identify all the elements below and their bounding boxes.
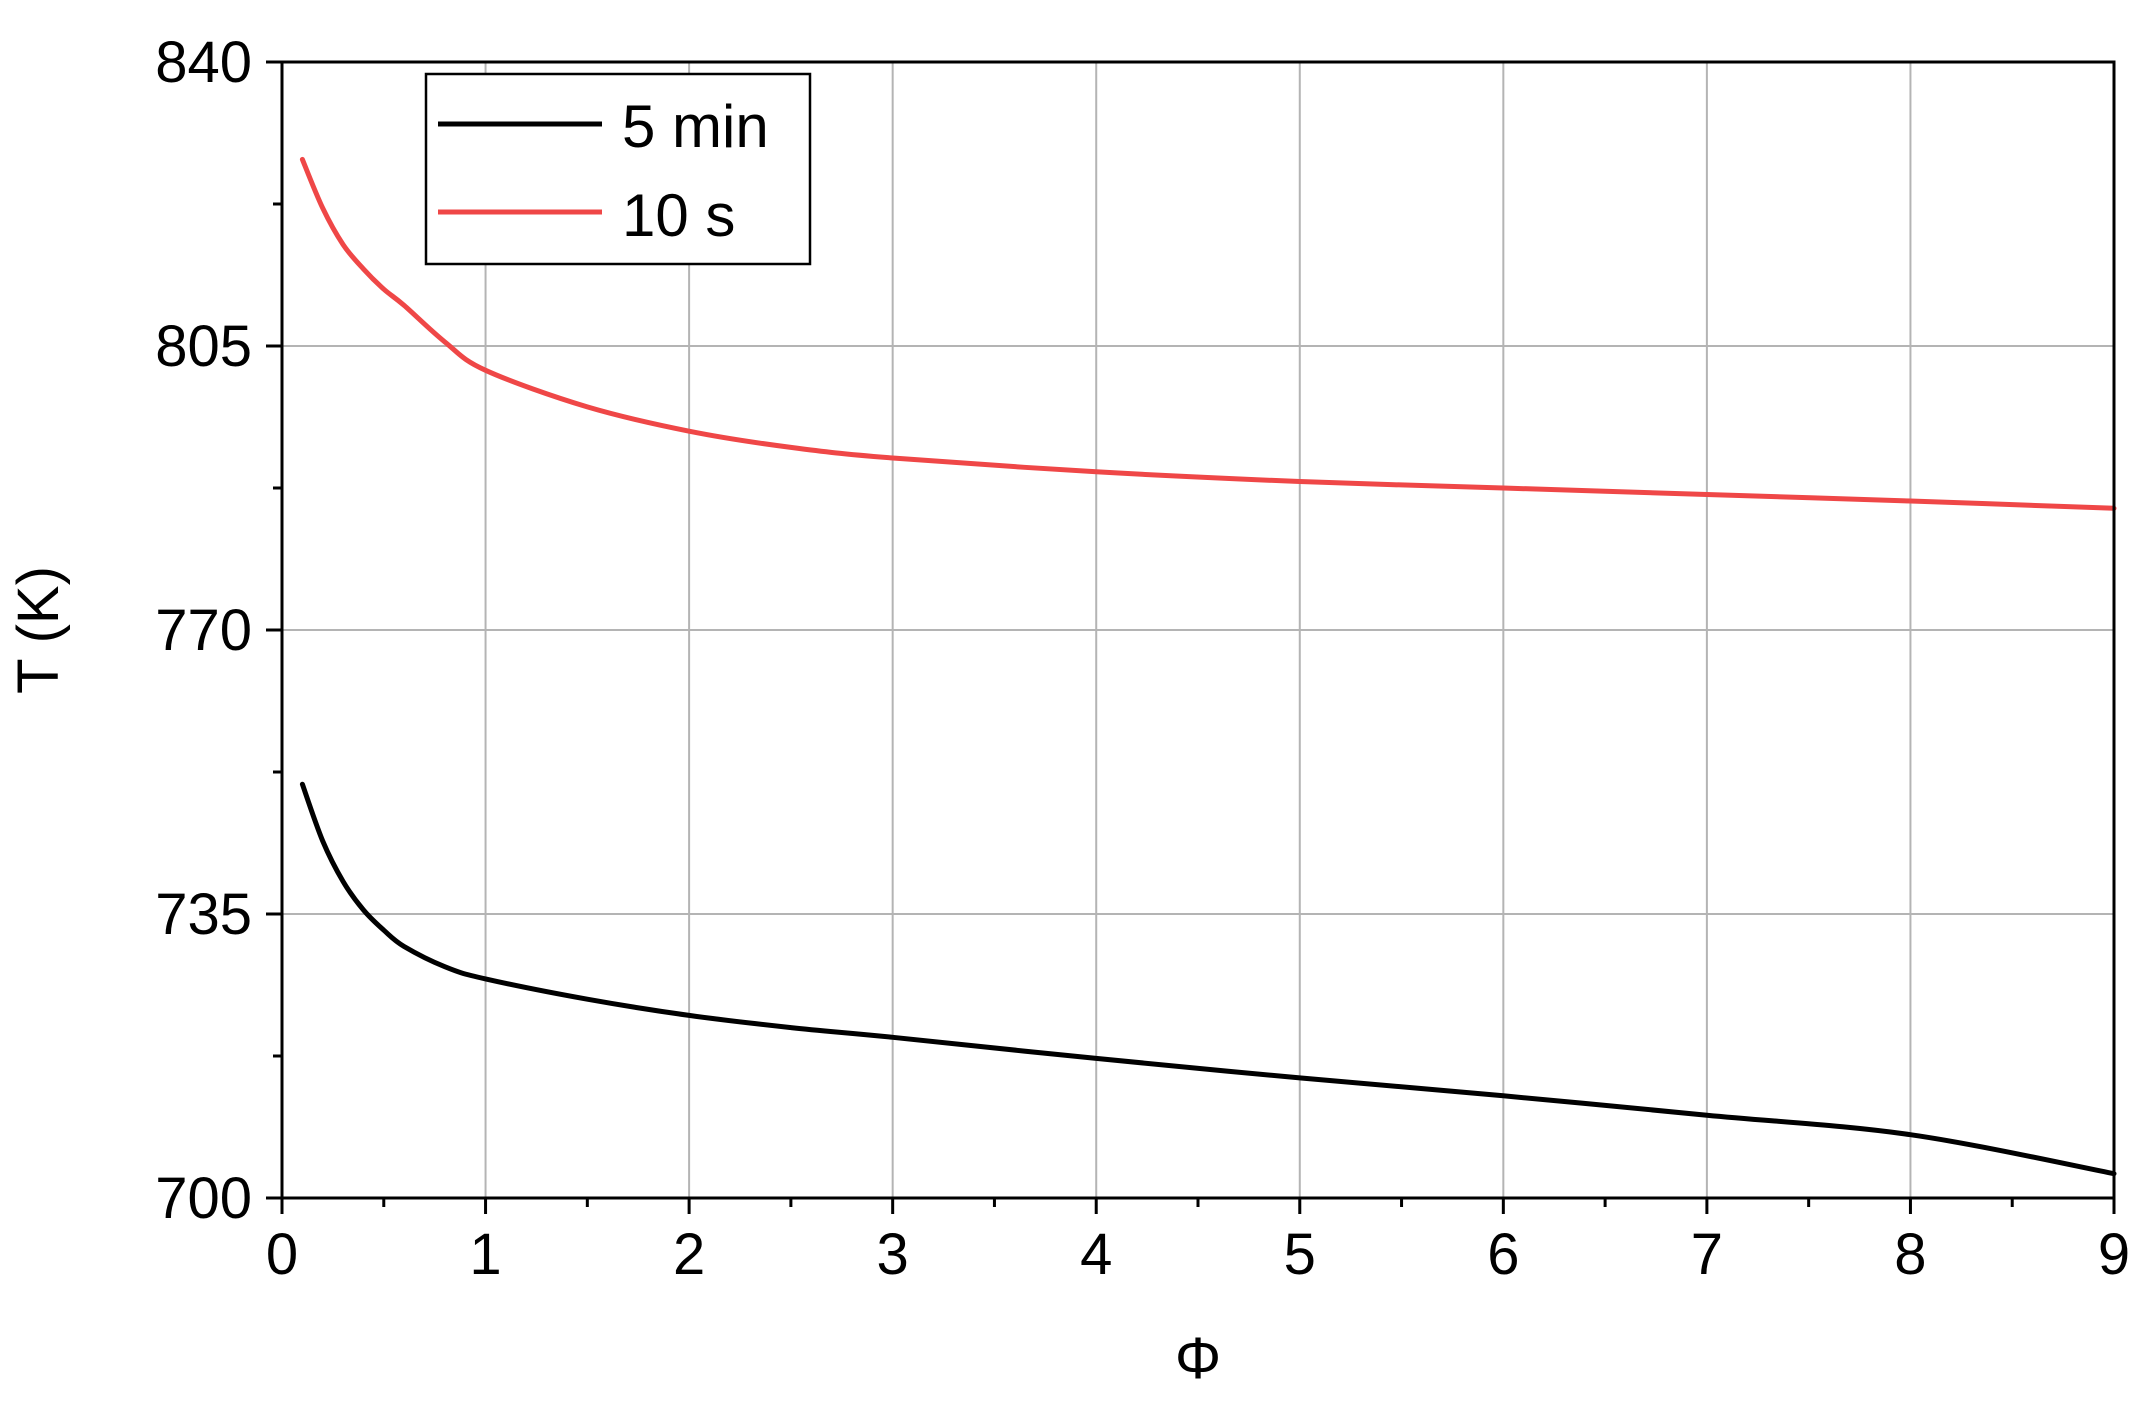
legend-label-10-s: 10 s	[622, 182, 735, 249]
y-axis-title: T (K)	[6, 566, 71, 694]
x-tick-label: 1	[469, 1222, 501, 1287]
series-line-10-s	[299, 156, 2117, 511]
series-layer	[299, 156, 2117, 1177]
x-axis-title: Φ	[1175, 1326, 1221, 1391]
y-tick-label: 735	[155, 882, 252, 947]
x-tick-label: 3	[877, 1222, 909, 1287]
x-tick-label: 8	[1894, 1222, 1926, 1287]
x-tick-label: 4	[1080, 1222, 1112, 1287]
tick-labels: 0 1 2 3 4 5 6 7 8 9 700 735 770 805 840	[155, 30, 2130, 1287]
y-tick-label: 805	[155, 314, 252, 379]
x-tick-label: 7	[1691, 1222, 1723, 1287]
y-tick-label: 840	[155, 30, 252, 95]
axis-ticks	[266, 60, 2116, 1214]
x-tick-label: 6	[1487, 1222, 1519, 1287]
y-tick-label: 700	[155, 1166, 252, 1231]
legend-frame	[424, 72, 812, 266]
x-tick-label: 0	[266, 1222, 298, 1287]
legend: 5 min 10 s	[424, 72, 812, 266]
x-tick-label: 5	[1284, 1222, 1316, 1287]
x-tick-label: 2	[673, 1222, 705, 1287]
series-line-5-min	[299, 781, 2117, 1177]
legend-label-5-min: 5 min	[622, 93, 769, 160]
x-tick-label: 9	[2098, 1222, 2130, 1287]
y-tick-label: 770	[155, 598, 252, 663]
